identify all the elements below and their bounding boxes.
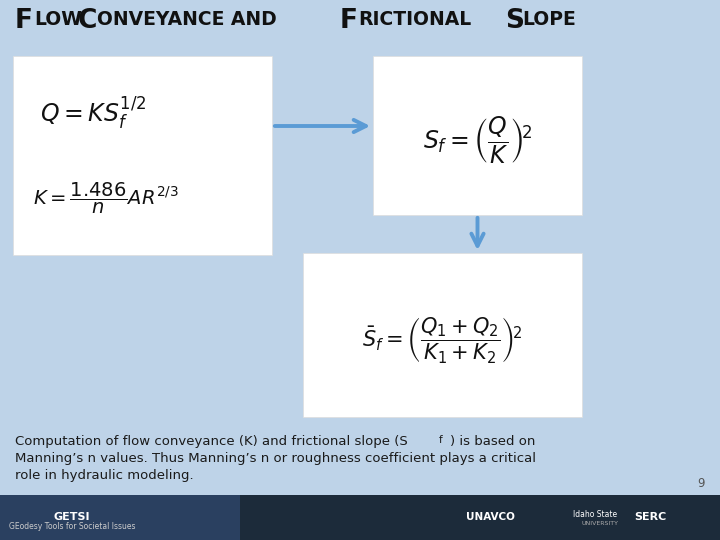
Text: F: F [15, 8, 33, 34]
Text: LOW: LOW [34, 10, 82, 29]
Text: Idaho State: Idaho State [573, 510, 617, 519]
Text: role in hydraulic modeling.: role in hydraulic modeling. [15, 469, 194, 482]
Text: RICTIONAL: RICTIONAL [358, 10, 472, 29]
FancyBboxPatch shape [13, 56, 272, 255]
Text: 9: 9 [698, 477, 705, 490]
Text: $\mathit{Q} = \mathit{K}\mathit{S}_{f}^{1/2}$: $\mathit{Q} = \mathit{K}\mathit{S}_{f}^{… [40, 95, 146, 131]
Text: SERC: SERC [634, 512, 666, 523]
Text: Manning’s n values. Thus Manning’s n or roughness coefficient plays a critical: Manning’s n values. Thus Manning’s n or … [15, 452, 536, 465]
FancyBboxPatch shape [303, 253, 582, 417]
Text: f: f [439, 435, 443, 445]
Text: ONVEYANCE AND: ONVEYANCE AND [97, 10, 276, 29]
Text: LOPE: LOPE [522, 10, 576, 29]
Text: Computation of flow conveyance (K) and frictional slope (S: Computation of flow conveyance (K) and f… [15, 435, 408, 448]
Text: GETSI: GETSI [54, 512, 90, 523]
Text: UNIVERSITY: UNIVERSITY [582, 521, 618, 526]
Text: ) is based on: ) is based on [450, 435, 536, 448]
Text: $\bar{\mathit{S}}_{f} = \left(\dfrac{\mathit{Q}_1 + \mathit{Q}_2}{\mathit{K}_1 +: $\bar{\mathit{S}}_{f} = \left(\dfrac{\ma… [362, 315, 523, 365]
Text: S: S [505, 8, 524, 34]
Text: $\mathit{K} = \dfrac{1.486}{\mathit{n}} \mathit{A}\mathit{R}^{2/3}$: $\mathit{K} = \dfrac{1.486}{\mathit{n}} … [33, 180, 179, 215]
Bar [0, 495, 720, 540]
Text: C: C [78, 8, 97, 34]
Text: GEodesy Tools for Societal Issues: GEodesy Tools for Societal Issues [9, 522, 135, 531]
FancyBboxPatch shape [373, 56, 582, 215]
Text: $\mathit{S}_{f} = \left(\dfrac{\mathit{Q}}{\mathit{K}}\right)^{\!2}$: $\mathit{S}_{f} = \left(\dfrac{\mathit{Q… [423, 116, 532, 166]
Text: F: F [340, 8, 358, 34]
Text: UNAVCO: UNAVCO [466, 512, 514, 523]
Bar [0, 495, 240, 540]
